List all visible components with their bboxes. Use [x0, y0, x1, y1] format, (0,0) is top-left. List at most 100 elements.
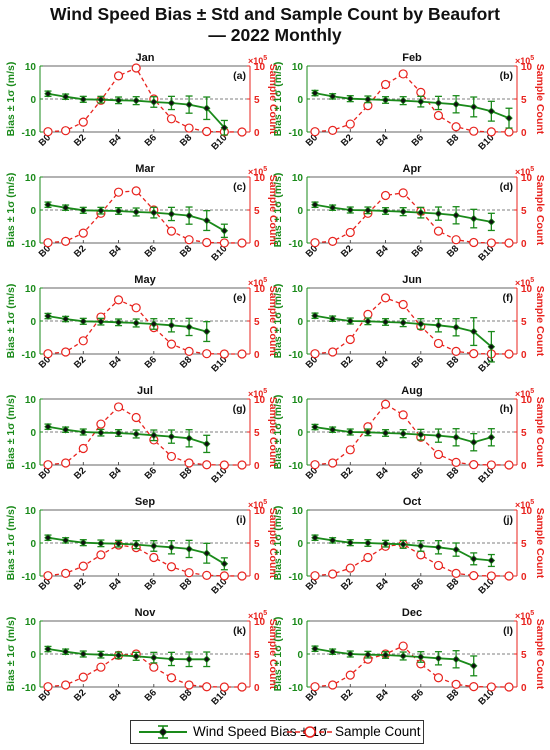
y2-exponent-label: ×105 — [515, 388, 534, 399]
bias-point — [202, 655, 211, 664]
x-tick-label: B8 — [445, 354, 461, 370]
bias-point — [346, 206, 355, 214]
bias-point — [346, 650, 355, 658]
sample-count-point — [451, 568, 461, 578]
sample-count-point — [43, 682, 53, 692]
y2-exponent-label: ×105 — [248, 55, 267, 66]
bias-point — [381, 318, 390, 326]
bias-point — [132, 208, 140, 216]
x-tick-label: B8 — [445, 243, 461, 259]
figure-title-line-2: — 2022 Monthly — [208, 25, 342, 45]
sample-count-point — [310, 349, 320, 359]
subplot-title: Oct — [403, 496, 422, 508]
bias-point — [417, 542, 425, 550]
bias-line — [47, 315, 207, 333]
y2-tick-label: 0 — [521, 683, 527, 694]
figure-title: Wind Speed Bias ± Std and Sample Count b… — [0, 4, 550, 46]
sample-count-point — [78, 561, 88, 571]
legend-bias-marker — [139, 725, 187, 739]
y2-tick-label: 10 — [254, 173, 266, 184]
bias-point — [150, 98, 158, 106]
subplot-title: May — [134, 274, 156, 286]
y-tick-label: 0 — [297, 95, 303, 106]
sample-count-point — [363, 309, 373, 319]
sample-count-point — [166, 339, 177, 349]
x-tick-label: B4 — [107, 354, 124, 371]
y-tick-label: 0 — [297, 650, 303, 661]
subplot-title: Jul — [137, 385, 153, 397]
y2-tick-label: 0 — [521, 350, 527, 361]
y2-tick-label: 0 — [254, 461, 260, 472]
bias-point — [220, 227, 229, 235]
bias-point — [399, 429, 407, 438]
y-tick-label: -10 — [22, 461, 37, 472]
sample-count-point — [184, 123, 194, 133]
sample-count-point — [469, 682, 479, 692]
x-tick-label: B8 — [445, 687, 461, 703]
y2-tick-label: 10 — [254, 284, 266, 295]
sample-count-point — [328, 347, 338, 357]
sample-count-point — [380, 190, 391, 201]
sample-count-point — [328, 125, 338, 135]
bias-point — [399, 207, 407, 216]
y-tick-label: 0 — [30, 650, 36, 661]
x-tick-label: B8 — [445, 465, 461, 481]
bias-point — [417, 430, 425, 439]
figure-title-line-1: Wind Speed Bias ± Std and Sample Count b… — [50, 4, 500, 24]
panel-label: (i) — [236, 514, 246, 526]
x-tick-label: B2 — [339, 576, 355, 592]
bias-point — [469, 555, 478, 563]
sample-count-point — [451, 122, 461, 132]
bias-point — [202, 104, 211, 113]
bias-point — [346, 538, 355, 547]
y2-axis-label: Sample Count — [267, 508, 279, 579]
sample-count-point — [486, 238, 496, 248]
bias-point — [61, 536, 70, 545]
bias-point — [417, 320, 425, 328]
sample-count-point — [451, 679, 461, 689]
bias-point — [434, 321, 443, 330]
x-tick-label: B4 — [107, 465, 124, 482]
bias-point — [487, 342, 496, 351]
sample-count-point — [237, 682, 247, 692]
x-tick-label: B6 — [143, 132, 159, 148]
subplot-title: Jan — [136, 52, 155, 64]
y-tick-label: 0 — [297, 206, 303, 217]
sample-count-point — [78, 672, 88, 682]
x-tick-label: B8 — [178, 465, 194, 481]
y-axis-label: Bias ± 1σ (m/s) — [272, 506, 284, 581]
y-tick-label: 10 — [25, 62, 37, 73]
bias-point — [346, 94, 355, 103]
sample-count-point — [78, 117, 88, 127]
bias-point — [61, 203, 70, 212]
panel-label: (c) — [233, 181, 246, 193]
y-tick-label: 10 — [292, 284, 304, 295]
x-tick-label: B2 — [339, 243, 355, 259]
bias-point — [132, 96, 140, 105]
bias-point — [364, 95, 372, 104]
bias-point — [44, 645, 52, 653]
sample-count-point — [328, 236, 338, 246]
sample-count-point — [486, 571, 496, 581]
x-tick-label: B4 — [107, 687, 124, 704]
bias-point — [452, 433, 460, 442]
y-tick-label: 10 — [25, 284, 37, 295]
panel-label: (k) — [233, 625, 246, 637]
x-tick-label: B6 — [143, 687, 159, 703]
x-tick-label: B2 — [72, 354, 88, 370]
bias-point — [97, 95, 105, 104]
sample-count-point — [398, 69, 408, 79]
y2-axis-label: Sample Count — [267, 64, 279, 135]
sample-count-point — [486, 682, 496, 692]
panel-label: (d) — [500, 181, 513, 193]
y-axis-label: Bias ± 1σ (m/s) — [272, 173, 284, 248]
sample-count-point — [61, 347, 71, 357]
bias-point — [328, 203, 337, 212]
sample-count-point — [398, 410, 408, 420]
y-tick-label: 0 — [30, 539, 36, 550]
y2-axis-label: Sample Count — [267, 619, 279, 690]
x-tick-label: B6 — [410, 576, 426, 592]
